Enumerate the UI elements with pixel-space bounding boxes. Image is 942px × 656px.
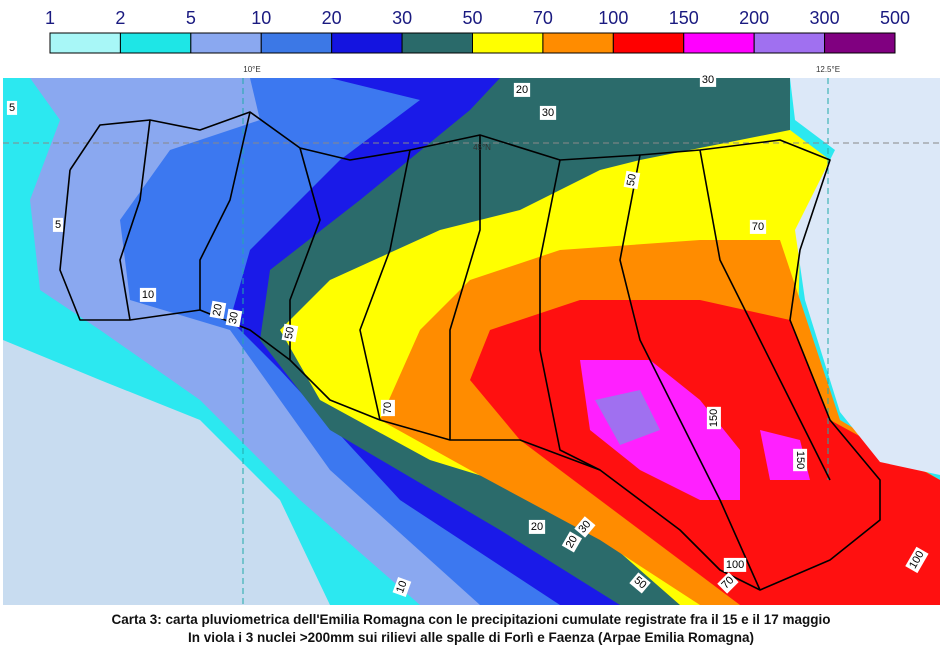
- legend-label: 200: [739, 8, 769, 28]
- coordinate-label: 10°E: [243, 65, 260, 74]
- contour-label-box: [392, 576, 412, 597]
- contour-label-box: [706, 406, 721, 430]
- contour-label-text: 50: [625, 173, 639, 187]
- contour-label: 5: [6, 100, 18, 115]
- contour-label-box: [528, 519, 546, 534]
- contour-label: 50: [629, 572, 651, 594]
- legend-swatch: [331, 32, 403, 54]
- contour-label-text: 20: [564, 534, 581, 551]
- legend-label: 300: [810, 8, 840, 28]
- contour-label: 10: [392, 576, 412, 597]
- legend-swatch: [824, 32, 896, 54]
- contour-label-text: 150: [708, 409, 720, 427]
- legend-swatch: [612, 32, 685, 54]
- contour-label: 100: [905, 546, 929, 574]
- contour-label-text: 70: [752, 221, 764, 233]
- contour-label-box: [209, 300, 227, 320]
- contour-label-box: [6, 100, 18, 115]
- contour-label-box: [699, 72, 717, 87]
- legend-swatch: [542, 32, 614, 54]
- contour-label-box: [629, 572, 651, 594]
- legend-label: 150: [669, 8, 699, 28]
- contour-label-box: [380, 399, 395, 417]
- legend-swatch: [260, 32, 333, 54]
- legend: 1 2 5 10 20 30 50 70 100 150 200 300 500: [45, 8, 910, 54]
- legend-swatch: [119, 32, 192, 54]
- contour-label-box: [52, 217, 64, 232]
- legend-swatch: [753, 32, 826, 54]
- contour-label: 20: [561, 531, 583, 553]
- contour-label-text: 100: [726, 559, 744, 571]
- caption-line: Carta 3: carta pluviometrica dell'Emilia…: [112, 612, 831, 627]
- contour-label: 30: [574, 516, 596, 538]
- contour-label-text: 20: [211, 303, 225, 317]
- legend-swatch: [190, 32, 262, 54]
- contour-label-box: [281, 323, 299, 343]
- contour-label-text: 30: [227, 311, 241, 325]
- legend-label: 30: [392, 8, 412, 28]
- contour-label: 70: [749, 219, 767, 234]
- contour-label-box: [139, 287, 157, 302]
- contour-label-box: [574, 516, 596, 538]
- contour-label-box: [225, 308, 243, 328]
- legend-swatch: [472, 32, 544, 54]
- contour-label-box: [793, 448, 808, 472]
- contour-label-text: 20: [531, 521, 543, 533]
- map: 10°E 12.5°E45°N55102030502030305070701501…: [3, 65, 940, 605]
- contour-label: 70: [717, 572, 739, 594]
- contour-label: 20: [513, 82, 531, 97]
- contour-label-text: 5: [55, 219, 61, 231]
- contour-label-text: 150: [794, 451, 806, 469]
- legend-label: 70: [533, 8, 553, 28]
- contour-label: 20: [528, 519, 546, 534]
- contour-label: 70: [380, 399, 395, 417]
- contour-label-text: 10: [142, 289, 154, 301]
- legend-swatch: [683, 32, 755, 54]
- legend-label: 20: [322, 8, 342, 28]
- legend-label: 2: [115, 8, 125, 28]
- contour-label-box: [539, 105, 557, 120]
- contour-label: 50: [281, 323, 299, 343]
- contour-label-box: [623, 170, 641, 190]
- contour-label-box: [749, 219, 767, 234]
- contour-label: 100: [723, 557, 747, 572]
- contour-label-text: 70: [382, 402, 394, 414]
- contour-label: 5: [52, 217, 64, 232]
- contour-label-text: 5: [9, 102, 15, 114]
- caption: Carta 3: carta pluviometrica dell'Emilia…: [112, 612, 831, 645]
- contour-label-box: [513, 82, 531, 97]
- contour-label: 30: [699, 72, 717, 87]
- contour-label-text: 10: [394, 579, 409, 595]
- contour-label-box: [717, 572, 739, 594]
- legend-label: 5: [186, 8, 196, 28]
- contour-label-text: 30: [702, 74, 714, 86]
- contour-label-box: [905, 546, 929, 574]
- contour-label: 30: [539, 105, 557, 120]
- contour-label-box: [723, 557, 747, 572]
- contour-label: 50: [623, 170, 641, 190]
- contour-label-text: 30: [542, 107, 554, 119]
- contour-label: 150: [706, 406, 721, 430]
- caption-line: In viola i 3 nuclei >200mm sui rilievi a…: [188, 630, 754, 645]
- legend-label: 50: [462, 8, 482, 28]
- contour-label: 10: [139, 287, 157, 302]
- contour-label: 20: [209, 300, 227, 320]
- legend-label: 1: [45, 8, 55, 28]
- contour-label-box: [561, 531, 583, 553]
- legend-label: 10: [251, 8, 271, 28]
- coordinate-label: 12.5°E: [816, 65, 840, 74]
- legend-swatch: [49, 32, 121, 54]
- contour-label-text: 20: [516, 84, 528, 96]
- legend-label: 100: [598, 8, 628, 28]
- contour-label: 150: [793, 448, 808, 472]
- coordinate-label: 45°N: [473, 143, 491, 152]
- legend-label: 500: [880, 8, 910, 28]
- contour-label-text: 50: [283, 326, 297, 340]
- legend-swatch: [401, 32, 474, 54]
- contour-label: 30: [225, 308, 243, 328]
